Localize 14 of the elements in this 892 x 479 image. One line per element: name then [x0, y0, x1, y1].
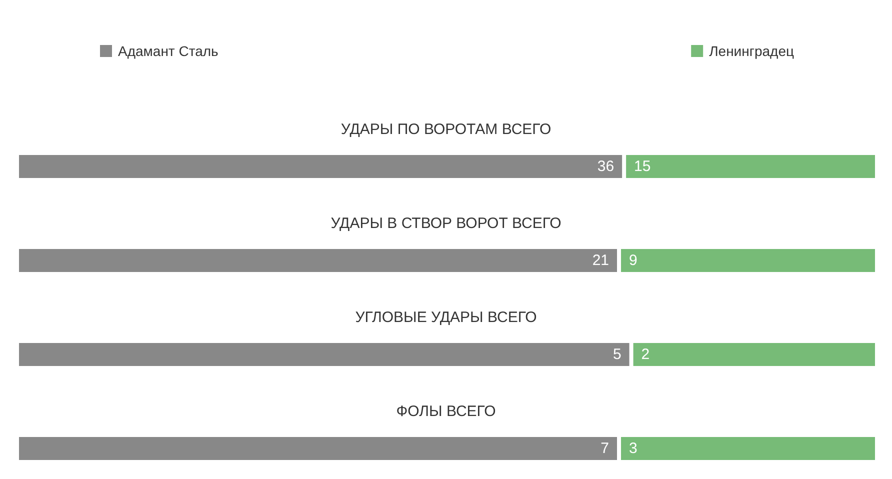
- data-label: 3: [629, 440, 638, 457]
- data-label: 7: [600, 440, 609, 457]
- chart-title: УДАРЫ В СТВОР ВОРОТ ВСЕГО: [330, 215, 562, 232]
- data-label: 2: [641, 346, 650, 363]
- data-label: 9: [629, 252, 638, 269]
- legend-label: Адамант Сталь: [118, 43, 218, 59]
- data-label: 36: [597, 158, 614, 175]
- chart-title: УГЛОВЫЕ УДАРЫ ВСЕГО: [355, 309, 537, 326]
- chart-title: УДАРЫ ПО ВОРОТАМ ВСЕГО: [340, 121, 552, 138]
- data-label: 21: [592, 252, 609, 269]
- chart-title: ФОЛЫ ВСЕГО: [396, 403, 496, 420]
- legend-label: Ленинградец: [709, 43, 794, 59]
- data-label: 15: [634, 158, 651, 175]
- data-label: 5: [612, 346, 622, 363]
